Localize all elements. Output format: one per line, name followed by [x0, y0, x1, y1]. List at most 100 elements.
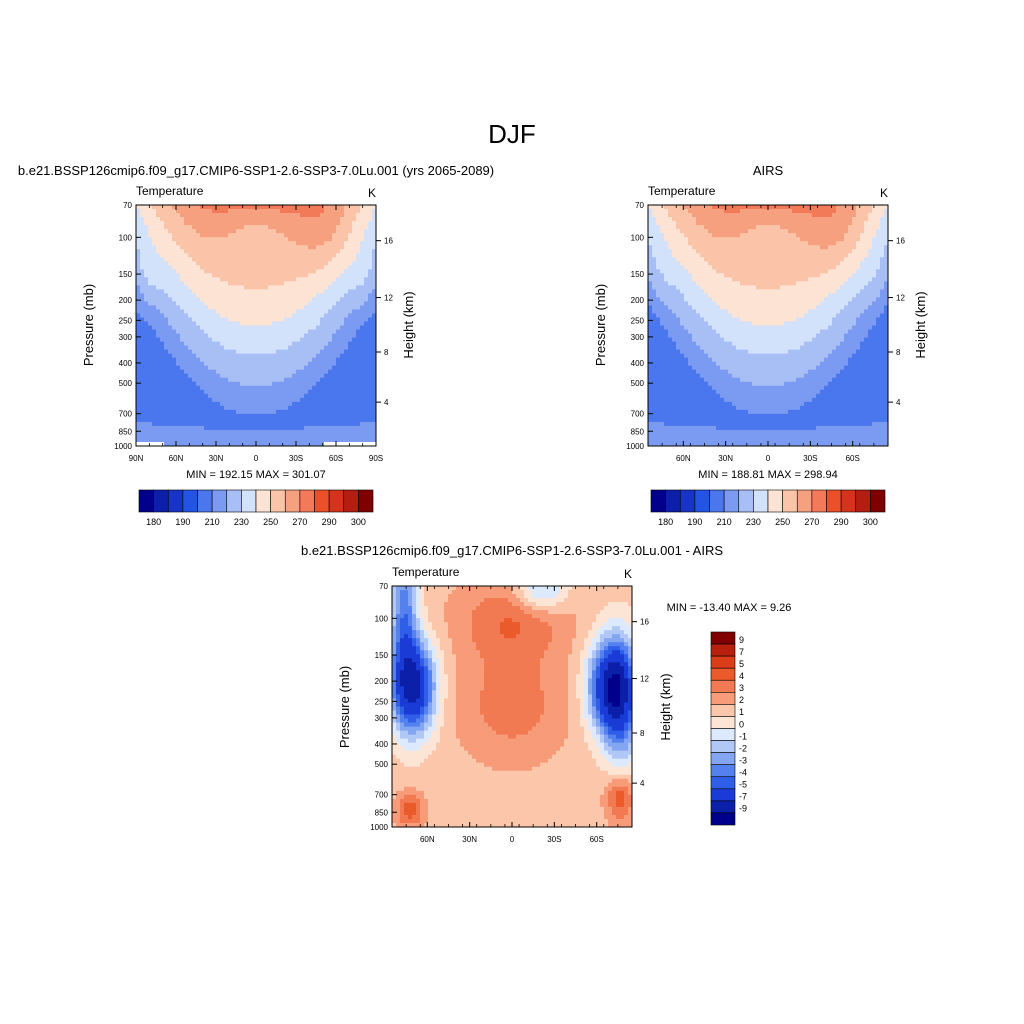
- contour-cell: [824, 229, 829, 234]
- contour-cell: [276, 261, 281, 266]
- contour-cell: [296, 337, 301, 343]
- contour-cell: [252, 329, 257, 335]
- contour-cell: [792, 241, 797, 246]
- contour-cell: [256, 249, 261, 254]
- contour-cell: [152, 345, 157, 351]
- contour-cell: [852, 281, 857, 286]
- contour-cell: [256, 433, 261, 439]
- contour-cell: [288, 425, 293, 431]
- contour-cell: [284, 389, 289, 395]
- contour-cell: [292, 281, 297, 286]
- contour-cell: [800, 277, 805, 282]
- contour-cell: [228, 369, 233, 375]
- contour-cell: [216, 349, 221, 355]
- contour-cell: [256, 313, 261, 319]
- contour-cell: [324, 237, 329, 242]
- contour-cell: [316, 357, 321, 363]
- contour-cell: [364, 313, 369, 319]
- contour-cell: [176, 313, 181, 319]
- contour-cell: [780, 261, 785, 266]
- contour-cell: [180, 277, 185, 282]
- contour-cell: [208, 249, 213, 254]
- contour-cell: [160, 213, 165, 218]
- contour-cell: [316, 381, 321, 387]
- contour-cell: [176, 317, 181, 323]
- contour-cell: [676, 289, 681, 294]
- contour-cell: [856, 277, 861, 282]
- contour-cell: [260, 397, 265, 403]
- contour-cell: [156, 285, 161, 290]
- contour-cell: [228, 409, 233, 415]
- contour-cell: [336, 441, 341, 446]
- contour-cell: [312, 281, 317, 286]
- contour-cell: [188, 373, 193, 379]
- contour-cell: [328, 325, 333, 331]
- pressure-tick-label: 500: [119, 379, 133, 388]
- contour-cell: [356, 365, 361, 371]
- contour-cell: [672, 237, 677, 242]
- contour-cell: [816, 261, 821, 266]
- contour-cell: [796, 261, 801, 266]
- contour-cell: [868, 253, 873, 258]
- contour-cell: [332, 441, 337, 446]
- contour-cell: [220, 437, 225, 443]
- contour-cell: [176, 361, 181, 367]
- contour-cell: [296, 417, 301, 423]
- contour-cell: [876, 253, 881, 258]
- contour-cell: [304, 437, 309, 443]
- contour-cell: [192, 353, 197, 359]
- contour-cell: [744, 249, 749, 254]
- contour-cell: [836, 265, 841, 270]
- contour-cell: [192, 229, 197, 234]
- contour-cell: [184, 353, 189, 359]
- contour-cell: [212, 369, 217, 375]
- contour-cell: [328, 309, 333, 315]
- contour-cell: [856, 269, 861, 274]
- contour-cell: [332, 353, 337, 359]
- contour-cell: [252, 365, 257, 371]
- contour-cell: [792, 253, 797, 258]
- contour-cell: [876, 273, 881, 278]
- contour-cell: [220, 241, 225, 246]
- contour-cell: [152, 273, 157, 278]
- contour-cell: [876, 237, 881, 242]
- contour-cell: [856, 281, 861, 286]
- contour-cell: [304, 365, 309, 371]
- contour-cell: [236, 377, 241, 383]
- contour-cell: [352, 205, 357, 210]
- contour-cell: [164, 269, 169, 274]
- contour-cell: [216, 337, 221, 343]
- contour-cell: [252, 261, 257, 266]
- contour-cell: [324, 401, 329, 407]
- contour-cell: [876, 265, 881, 270]
- contour-cell: [340, 285, 345, 290]
- contour-cell: [160, 209, 165, 214]
- contour-cell: [660, 281, 665, 286]
- contour-cell: [280, 253, 285, 258]
- contour-cell: [272, 381, 277, 387]
- contour-cell: [160, 325, 165, 331]
- contour-cell: [652, 273, 657, 278]
- colorbar-swatch: [328, 489, 345, 513]
- contour-cell: [188, 297, 193, 302]
- contour-cell: [224, 397, 229, 403]
- contour-cell: [692, 229, 697, 234]
- contour-cell: [340, 325, 345, 331]
- contour-cell: [832, 213, 837, 218]
- contour-cell: [292, 441, 297, 446]
- contour-cell: [684, 241, 689, 246]
- contour-cell: [228, 385, 233, 391]
- contour-cell: [336, 265, 341, 270]
- contour-cell: [300, 241, 305, 246]
- contour-cell: [156, 373, 161, 379]
- contour-cell: [216, 381, 221, 387]
- contour-cell: [764, 253, 769, 258]
- contour-cell: [664, 205, 669, 210]
- contour-cell: [152, 429, 157, 435]
- contour-cell: [808, 233, 813, 238]
- contour-cell: [284, 297, 289, 302]
- contour-cell: [224, 413, 229, 419]
- contour-cell: [304, 245, 309, 250]
- contour-cell: [784, 257, 789, 262]
- contour-cell: [696, 233, 701, 238]
